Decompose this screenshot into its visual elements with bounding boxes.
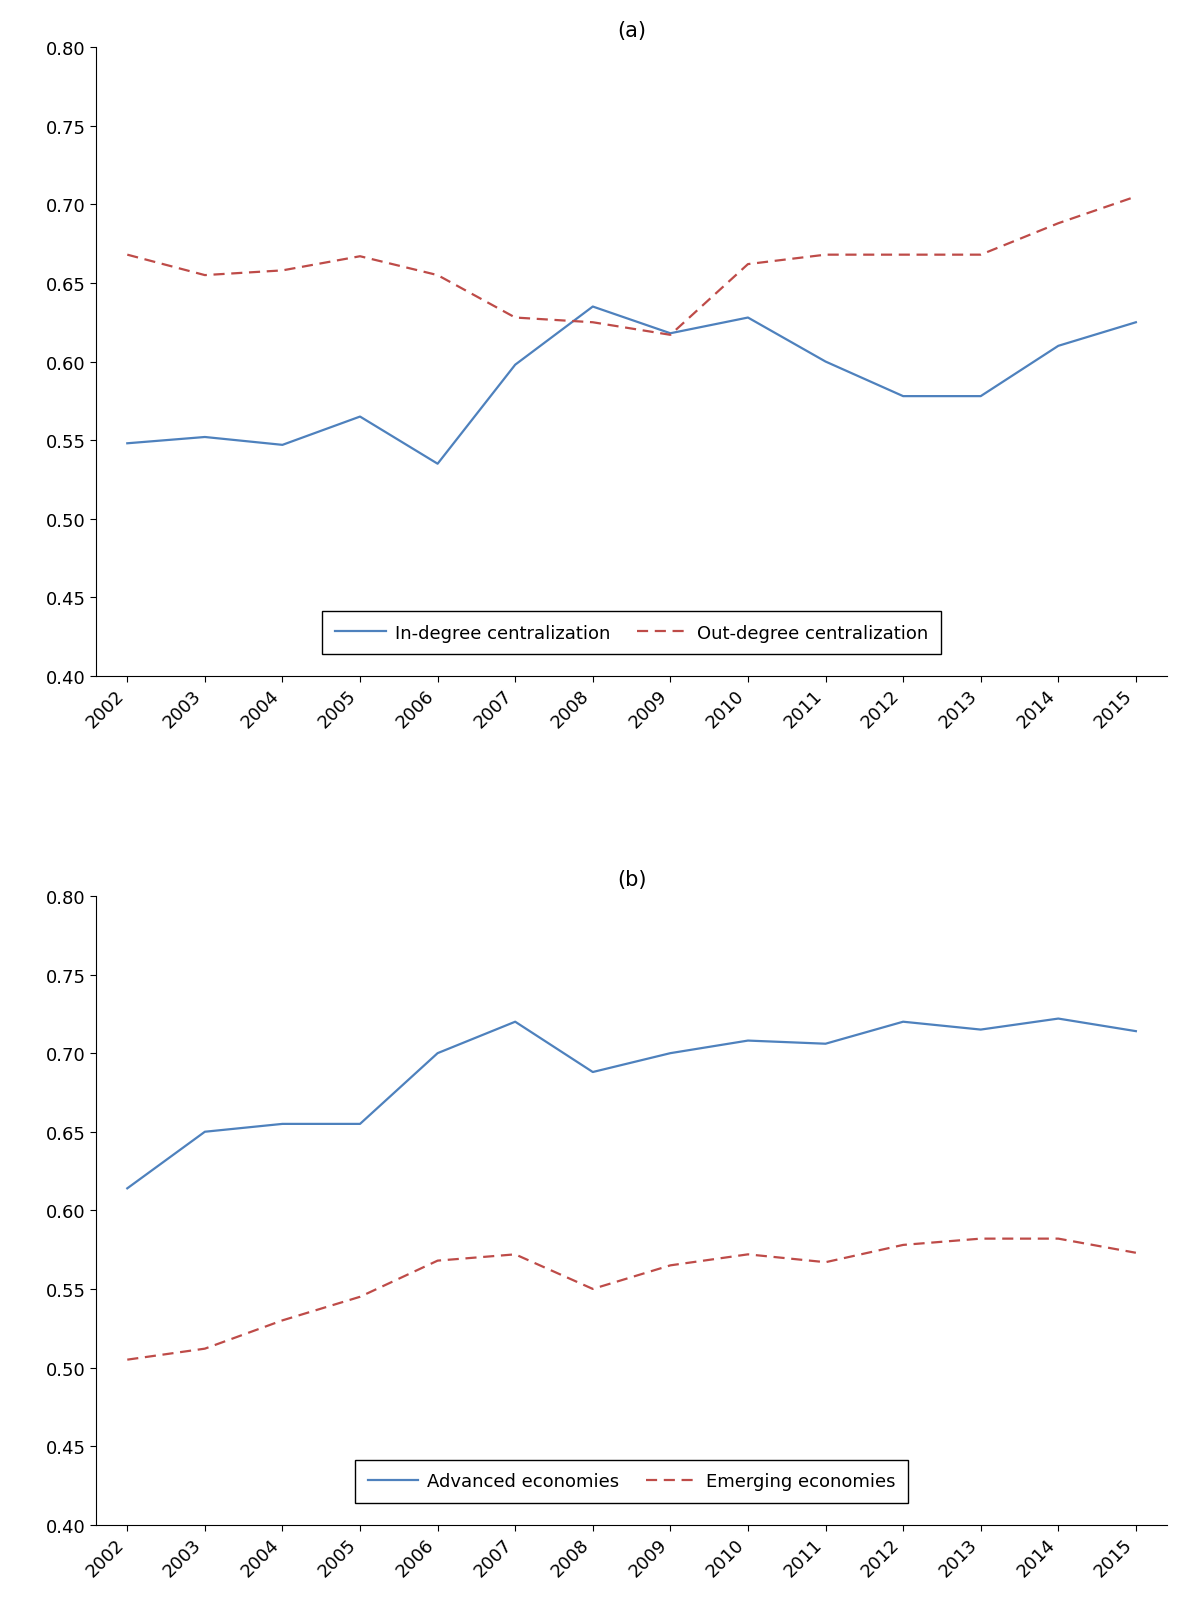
Out-degree centralization [197, 266, 212, 286]
Emerging economies [973, 1229, 988, 1249]
In-degree centralization [1051, 337, 1066, 356]
Out-degree centralization [973, 246, 988, 265]
Emerging economies [663, 1257, 677, 1276]
Advanced economies [352, 1114, 367, 1133]
Advanced economies [663, 1043, 677, 1063]
Emerging economies [818, 1254, 832, 1273]
In-degree centralization [508, 356, 522, 376]
Advanced economies [275, 1114, 290, 1133]
Out-degree centralization [586, 313, 600, 332]
Line: In-degree centralization: In-degree centralization [128, 307, 1136, 464]
Out-degree centralization [1128, 188, 1143, 207]
Emerging economies [586, 1279, 600, 1298]
Title: (b): (b) [617, 870, 646, 889]
Line: Out-degree centralization: Out-degree centralization [128, 197, 1136, 335]
Advanced economies [508, 1013, 522, 1032]
Line: Emerging economies: Emerging economies [128, 1239, 1136, 1359]
Emerging economies [896, 1236, 911, 1255]
Emerging economies [741, 1245, 755, 1265]
In-degree centralization [663, 324, 677, 343]
Advanced economies [120, 1180, 135, 1199]
Out-degree centralization [431, 266, 445, 286]
Advanced economies [1051, 1010, 1066, 1029]
Advanced economies [1128, 1022, 1143, 1042]
In-degree centralization [197, 429, 212, 448]
Out-degree centralization [741, 255, 755, 274]
In-degree centralization [896, 387, 911, 406]
Advanced economies [818, 1035, 832, 1054]
Emerging economies [1128, 1244, 1143, 1263]
Advanced economies [586, 1063, 600, 1082]
Out-degree centralization [275, 262, 290, 281]
In-degree centralization [818, 353, 832, 372]
Out-degree centralization [896, 246, 911, 265]
Out-degree centralization [120, 246, 135, 265]
Emerging economies [120, 1350, 135, 1369]
Legend: Advanced economies, Emerging economies: Advanced economies, Emerging economies [355, 1461, 908, 1504]
Title: (a): (a) [617, 21, 646, 42]
Advanced economies [431, 1043, 445, 1063]
Emerging economies [431, 1252, 445, 1271]
In-degree centralization [275, 437, 290, 456]
Emerging economies [508, 1245, 522, 1265]
Emerging economies [1051, 1229, 1066, 1249]
Advanced economies [741, 1032, 755, 1051]
Emerging economies [197, 1339, 212, 1358]
In-degree centralization [741, 308, 755, 327]
Out-degree centralization [1051, 215, 1066, 234]
Line: Advanced economies: Advanced economies [128, 1019, 1136, 1189]
Advanced economies [896, 1013, 911, 1032]
Advanced economies [197, 1122, 212, 1141]
Out-degree centralization [508, 308, 522, 327]
Out-degree centralization [818, 246, 832, 265]
In-degree centralization [973, 387, 988, 406]
In-degree centralization [120, 435, 135, 454]
Out-degree centralization [663, 326, 677, 345]
In-degree centralization [352, 408, 367, 427]
Out-degree centralization [352, 247, 367, 266]
Emerging economies [275, 1311, 290, 1331]
Emerging economies [352, 1287, 367, 1306]
In-degree centralization [431, 454, 445, 473]
In-degree centralization [1128, 313, 1143, 332]
Advanced economies [973, 1021, 988, 1040]
In-degree centralization [586, 297, 600, 316]
Legend: In-degree centralization, Out-degree centralization: In-degree centralization, Out-degree cen… [322, 612, 941, 655]
